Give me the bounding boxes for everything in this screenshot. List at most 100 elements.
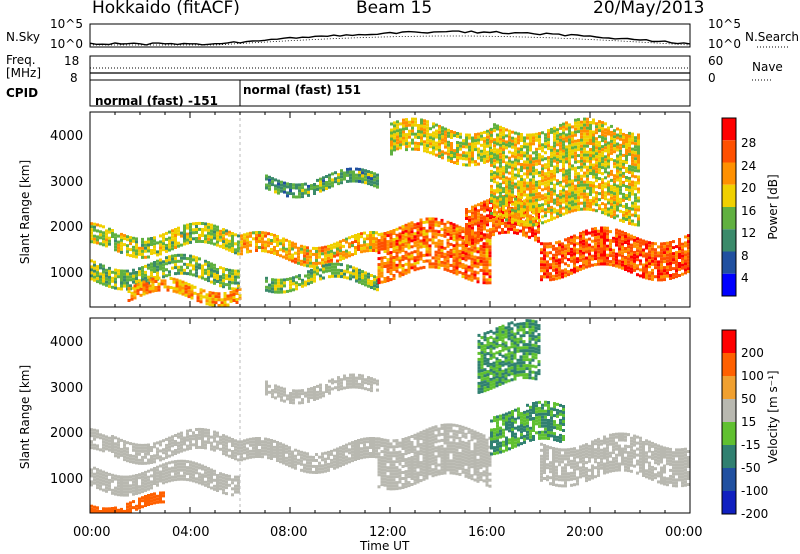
heatmap-cell bbox=[90, 265, 93, 269]
heatmap-cell bbox=[434, 241, 438, 245]
heatmap-cell bbox=[96, 486, 99, 490]
heatmap-cell bbox=[413, 256, 417, 260]
heatmap-cell bbox=[601, 127, 604, 131]
heatmap-cell bbox=[619, 191, 622, 195]
heatmap-cell bbox=[544, 199, 547, 203]
heatmap-cell bbox=[325, 187, 328, 190]
heatmap-cell bbox=[328, 173, 331, 177]
heatmap-cell bbox=[389, 254, 393, 258]
heatmap-cell bbox=[431, 256, 435, 260]
heatmap-cell bbox=[480, 216, 483, 220]
heatmap-cell bbox=[261, 249, 264, 253]
heatmap-cell bbox=[459, 153, 462, 157]
heatmap-cell bbox=[216, 480, 219, 483]
heatmap-cell bbox=[126, 484, 129, 488]
heatmap-cell bbox=[216, 274, 219, 277]
heatmap-cell bbox=[219, 278, 222, 282]
heatmap-cell bbox=[628, 143, 631, 147]
heatmap-cell bbox=[204, 465, 207, 469]
heatmap-cell bbox=[105, 486, 108, 490]
heatmap-cell bbox=[102, 240, 105, 244]
heatmap-cell bbox=[192, 476, 195, 480]
heatmap-cell bbox=[610, 193, 613, 197]
heatmap-cell bbox=[369, 237, 372, 240]
heatmap-cell bbox=[390, 149, 393, 153]
heatmap-cell bbox=[162, 472, 165, 476]
heatmap-cell bbox=[99, 233, 102, 237]
heatmap-cell bbox=[174, 443, 177, 446]
heatmap-cell bbox=[99, 436, 102, 440]
heatmap-cell bbox=[178, 279, 182, 283]
heatmap-cell bbox=[366, 249, 369, 253]
heatmap-cell bbox=[322, 185, 325, 189]
heatmap-cell bbox=[141, 246, 144, 250]
heatmap-cell bbox=[330, 246, 333, 250]
heatmap-cell bbox=[198, 445, 201, 449]
heatmap-cell bbox=[405, 124, 408, 128]
power-colorbar-tick: 28 bbox=[741, 136, 757, 150]
heatmap-cell bbox=[604, 146, 607, 150]
heatmap-cell bbox=[102, 234, 105, 238]
heatmap-cell bbox=[141, 252, 144, 256]
heatmap-cell bbox=[246, 244, 249, 248]
heatmap-cell bbox=[165, 449, 168, 453]
heatmap-cell bbox=[183, 236, 186, 240]
heatmap-cell bbox=[282, 237, 285, 241]
heatmap-cell bbox=[108, 275, 111, 279]
heatmap-cell bbox=[547, 192, 550, 196]
heatmap-cell bbox=[315, 259, 318, 262]
heatmap-cell bbox=[490, 199, 493, 203]
heatmap-cell bbox=[231, 278, 234, 282]
heatmap-cell bbox=[663, 260, 666, 264]
heatmap-cell bbox=[180, 446, 183, 450]
heatmap-cell bbox=[490, 130, 493, 134]
heatmap-cell bbox=[601, 163, 604, 167]
heatmap-cell bbox=[404, 226, 408, 230]
heatmap-cell bbox=[369, 231, 372, 234]
heatmap-cell bbox=[552, 268, 555, 272]
heatmap-cell bbox=[501, 210, 504, 213]
heatmap-cell bbox=[108, 436, 111, 440]
heatmap-cell bbox=[105, 444, 108, 448]
heatmap-cell bbox=[180, 440, 183, 444]
heatmap-cell bbox=[213, 242, 216, 246]
heatmap-cell bbox=[237, 234, 240, 238]
power-colorbar-tick: 4 bbox=[741, 271, 749, 285]
heatmap-cell bbox=[510, 206, 513, 210]
heatmap-cell bbox=[96, 277, 99, 281]
heatmap-cell bbox=[138, 249, 141, 253]
heatmap-cell bbox=[570, 271, 573, 275]
heatmap-cell bbox=[687, 267, 690, 271]
heatmap-cell bbox=[295, 183, 298, 187]
heatmap-cell bbox=[357, 248, 360, 251]
heatmap-cell bbox=[507, 227, 510, 231]
heatmap-cell bbox=[202, 295, 206, 299]
heatmap-cell bbox=[180, 468, 183, 472]
heatmap-cell bbox=[580, 195, 583, 199]
heatmap-cell bbox=[207, 482, 210, 486]
heatmap-cell bbox=[422, 253, 426, 257]
heatmap-cell bbox=[377, 233, 381, 237]
heatmap-cell bbox=[417, 127, 420, 130]
heatmap-cell bbox=[117, 481, 120, 485]
heatmap-cell bbox=[114, 283, 117, 287]
heatmap-cell bbox=[666, 256, 669, 260]
heatmap-cell bbox=[380, 268, 384, 272]
heatmap-cell bbox=[594, 227, 597, 231]
heatmap-cell bbox=[586, 129, 589, 133]
heatmap-cell bbox=[529, 187, 532, 191]
heatmap-cell bbox=[458, 252, 462, 256]
heatmap-cell bbox=[586, 138, 589, 142]
heatmap-cell bbox=[426, 129, 429, 133]
heatmap-cell bbox=[231, 275, 234, 279]
heatmap-cell bbox=[355, 167, 358, 171]
heatmap-cell bbox=[126, 510, 129, 513]
heatmap-cell bbox=[243, 239, 246, 243]
heatmap-cell bbox=[546, 263, 549, 267]
heatmap-cell bbox=[171, 247, 174, 251]
heatmap-cell bbox=[219, 238, 222, 242]
heatmap-cell bbox=[416, 249, 420, 253]
heatmap-cell bbox=[135, 240, 138, 244]
heatmap-cell bbox=[114, 486, 117, 490]
heatmap-cell bbox=[482, 242, 486, 246]
